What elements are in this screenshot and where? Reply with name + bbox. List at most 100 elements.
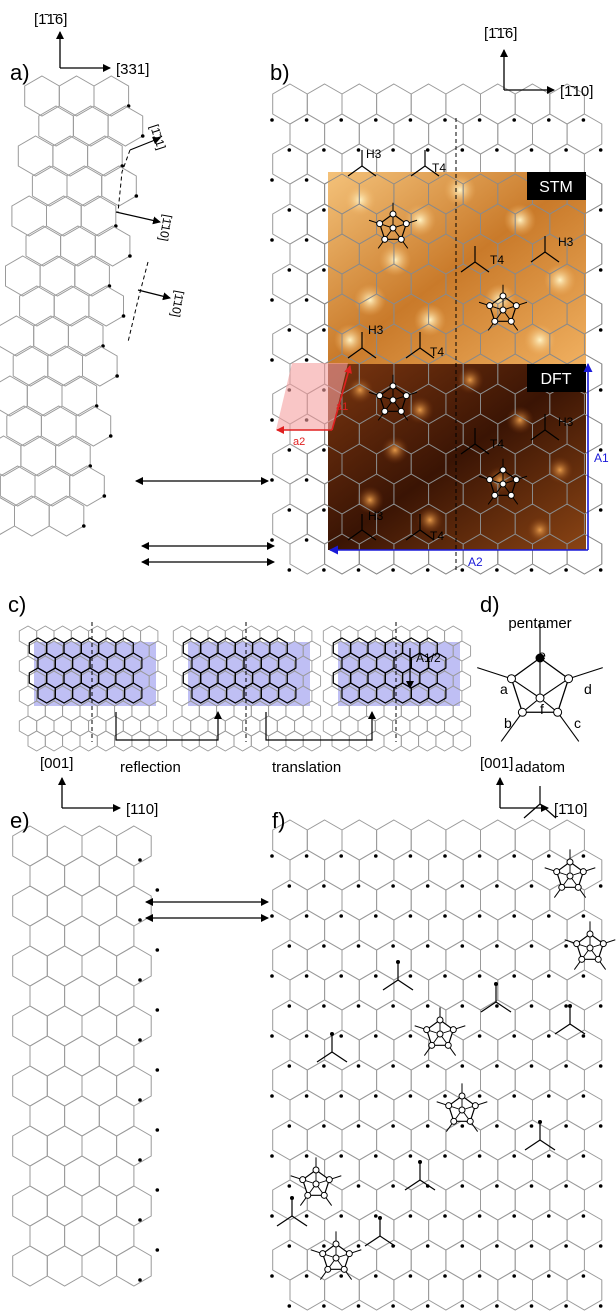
hex-cell [12,945,48,987]
adatom-dot [581,1274,586,1278]
adatom-dot [529,944,534,948]
adatom-dot [581,974,586,978]
adatom-dot [270,1214,274,1218]
adatom-dot [322,328,326,332]
adatom-dot [322,268,326,272]
hex-cell [12,1125,48,1167]
hex-cell [116,885,152,927]
pentamer-bond [511,678,541,699]
hex-cell [410,83,447,125]
hex-cell [29,915,66,957]
hex-cell [31,165,68,207]
adatom-dot [598,1184,603,1188]
adatom-dot [547,1094,551,1098]
hex-cell [88,285,124,327]
adatom-dot [270,178,274,182]
hex-cell [29,975,66,1017]
adatom-dot [408,1274,413,1278]
adatom-dot [270,914,274,918]
hex-cell [72,105,109,147]
unit-cell-shade [34,642,156,706]
adatom-dot [529,1244,534,1248]
axis-a-right-label: [331] [116,61,149,78]
adatom-dot [391,1004,395,1008]
pentamer-atom [345,1250,353,1258]
hex-cell [81,1185,118,1227]
hex-cell [81,825,118,867]
adatom-dot [408,118,413,122]
adatom-dot [425,1064,430,1068]
adatom-dot [443,974,447,978]
pentamer-atom [558,883,566,891]
atom-label-f: f [540,701,544,717]
axis-b-right-label: [1̄10] [560,83,593,100]
adatom-dot [155,888,160,892]
translation-label: translation [272,759,341,776]
adatom-dot [477,914,482,918]
pentamer-atom [491,317,499,325]
adatom-dot [287,508,292,512]
hex-cell [53,285,90,327]
adatom-dot [408,974,413,978]
adatom-dot [564,148,568,152]
pentamer-atom [499,306,507,314]
hex-cell [114,730,133,752]
pentamer-atom [397,235,405,243]
hex-cell [81,1245,118,1287]
adatom-dot [425,568,430,572]
pentamer-atom [578,955,586,963]
hex-cell [67,315,104,357]
hex-cell [116,1185,152,1227]
pentamer-atom [512,302,520,310]
pentamer-atom [423,1026,431,1034]
hex-cell [366,730,385,752]
pentamer-atom [299,1176,307,1184]
adatom-dot [270,1094,274,1098]
hex-cell [19,285,55,327]
hex-cell [198,730,218,752]
hex-cell [0,465,36,507]
adatom-dot [581,1034,586,1038]
axis-e-right-label: [110] [126,801,158,818]
pentamer-atom [324,1265,332,1273]
site-label-t4: T4 [490,437,504,451]
adatom-bond [361,529,377,541]
adatom-bond [530,251,546,263]
hex-cell [46,1005,83,1047]
adatom-dot [270,1274,274,1278]
adatom-dot [304,298,309,302]
hex-cell [514,819,551,861]
dft-blob [526,516,554,544]
atom-label-d: d [584,681,592,697]
adatom-dot [155,1188,160,1192]
hex-cell [44,730,64,752]
adatom-dot [287,328,292,332]
adatom-bond [524,1139,541,1151]
adatom-dot [356,148,361,152]
adatom-dot [460,1244,465,1248]
adatom-bond [361,165,377,177]
adatom-dot [581,854,586,858]
pentamer-atom [381,235,389,243]
pentamer-atom [389,210,397,218]
pentamer-atom [579,868,587,876]
adatom-dot [322,568,326,572]
adatom-dot [425,148,430,152]
hex-cell [549,819,585,861]
hex-cell [12,1245,48,1287]
adatom-dot [477,1274,482,1278]
adatom-bond [291,1215,308,1227]
hex-cell [566,533,603,575]
pentamer-atom [486,302,494,310]
hex-cell [12,885,48,927]
adatom-dot [374,118,378,122]
hex-cell [46,945,83,987]
adatom-dot [477,1094,482,1098]
adatom-dot [155,1248,160,1252]
adatom-dot [287,944,292,948]
hex-cell [341,819,378,861]
hex-cell [445,819,481,861]
adatom-dot [529,148,534,152]
adatom-dot [477,1034,482,1038]
